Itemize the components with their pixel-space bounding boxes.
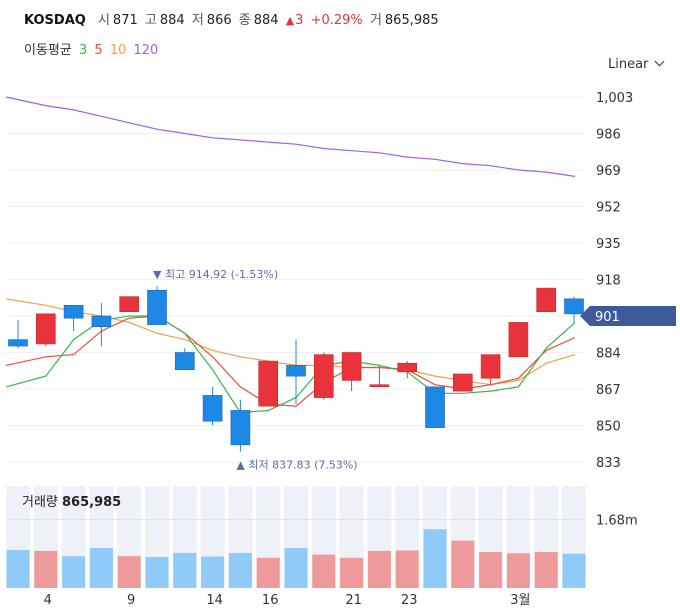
current-price-label: 901 [595, 310, 620, 325]
ma-period-3: 3 [78, 43, 88, 58]
candle-up [452, 373, 473, 392]
x-tick-label: 3월 [510, 593, 530, 608]
volume-bar [6, 550, 30, 588]
x-tick-label: 16 [262, 593, 279, 608]
volume-bar [117, 556, 141, 588]
x-tick-label: 14 [206, 593, 223, 608]
volume-bar [228, 552, 252, 588]
volume-bar [562, 553, 586, 588]
volume-tick-label: 1.68m [596, 513, 638, 528]
volume-panel-value: 865,985 [62, 495, 121, 510]
volume-bar [367, 550, 391, 588]
candle-down [63, 304, 84, 319]
close-label: 종 [238, 13, 251, 28]
volume-bar [201, 556, 225, 588]
candle-down [425, 386, 445, 428]
low-value: 866 [206, 13, 232, 28]
y-tick-label: 867 [596, 383, 621, 398]
candle-down [91, 315, 112, 328]
current-price-badge [580, 306, 676, 326]
candle-up [119, 296, 139, 313]
x-tick-label: 9 [127, 593, 135, 608]
volume-bar [34, 550, 58, 588]
volume-bar [256, 557, 280, 588]
candle-down [147, 289, 167, 325]
x-tick-label: 4 [44, 593, 52, 608]
ma-120-line [5, 96, 576, 177]
high-value: 884 [159, 13, 185, 28]
volume-bar [451, 540, 475, 588]
candle-down [8, 339, 28, 347]
y-tick-label: 850 [596, 420, 621, 435]
candle-up [258, 360, 279, 407]
candle-up [35, 313, 56, 345]
candle-down [175, 352, 195, 370]
moving-average-legend[interactable]: 이동평균 3 5 10 120 [24, 39, 161, 58]
volume-bar [534, 552, 558, 588]
y-tick-label: 884 [596, 347, 621, 362]
volume-bar [479, 552, 503, 588]
candle-up [480, 354, 501, 379]
y-tick-label: 1,003 [596, 91, 633, 106]
candle-up [369, 384, 390, 388]
volume-bar [340, 557, 364, 588]
change-percent: +0.29% [310, 13, 363, 28]
y-tick-label: 935 [596, 237, 621, 252]
open-value: 871 [112, 13, 138, 28]
ticker-name: KOSDAQ [24, 13, 86, 28]
volume-bar [145, 556, 169, 588]
x-tick-label: 23 [401, 593, 418, 608]
ma-period-10: 10 [109, 43, 127, 58]
high-annotation: ▼ 최고 914.92 (-1.53%) [153, 268, 278, 281]
candle-up [508, 322, 529, 358]
candle-down [230, 410, 251, 446]
volume-label: 거 [369, 13, 382, 28]
volume-bar [62, 556, 86, 588]
volume-value: 865,985 [384, 13, 439, 28]
open-label: 시 [97, 13, 110, 28]
volume-bar [395, 550, 419, 588]
volume-bar [284, 548, 308, 588]
candle-up [536, 287, 557, 313]
ma-legend-label: 이동평균 [24, 43, 72, 58]
ma-period-5: 5 [94, 43, 103, 58]
high-label: 고 [144, 13, 157, 28]
change-value: 3 [295, 13, 304, 28]
scale-dropdown-label: Linear [608, 57, 649, 72]
candle-down [564, 298, 584, 315]
candle-up [397, 362, 418, 373]
volume-bar [89, 548, 113, 588]
candle-down [202, 395, 223, 422]
price-summary: KOSDAQ 시 871 고 884 저 866 종 884 ▲3 +0.29% 거 86… [24, 9, 442, 28]
candle-up [313, 354, 334, 398]
volume-bar [423, 529, 447, 588]
candle-up [341, 352, 362, 381]
volume-panel-label: 거래량 865,985 [22, 495, 121, 510]
volume-bar [173, 552, 197, 588]
y-tick-label: 833 [596, 456, 621, 471]
close-value: 884 [253, 13, 279, 28]
change-up-icon: ▲ [285, 14, 295, 27]
y-tick-label: 918 [596, 274, 621, 289]
volume-bar [312, 554, 336, 588]
x-tick-label: 21 [345, 593, 362, 608]
candle-down [286, 365, 306, 377]
volume-bar [506, 553, 530, 588]
ma-period-120: 120 [133, 43, 159, 58]
low-label: 저 [191, 13, 204, 28]
y-tick-label: 986 [596, 128, 621, 143]
low-annotation: ▲ 최저 837.83 (7.53%) [236, 459, 357, 472]
scale-dropdown[interactable]: Linear [608, 56, 665, 72]
y-tick-label: 969 [596, 164, 621, 179]
y-tick-label: 952 [596, 201, 621, 216]
